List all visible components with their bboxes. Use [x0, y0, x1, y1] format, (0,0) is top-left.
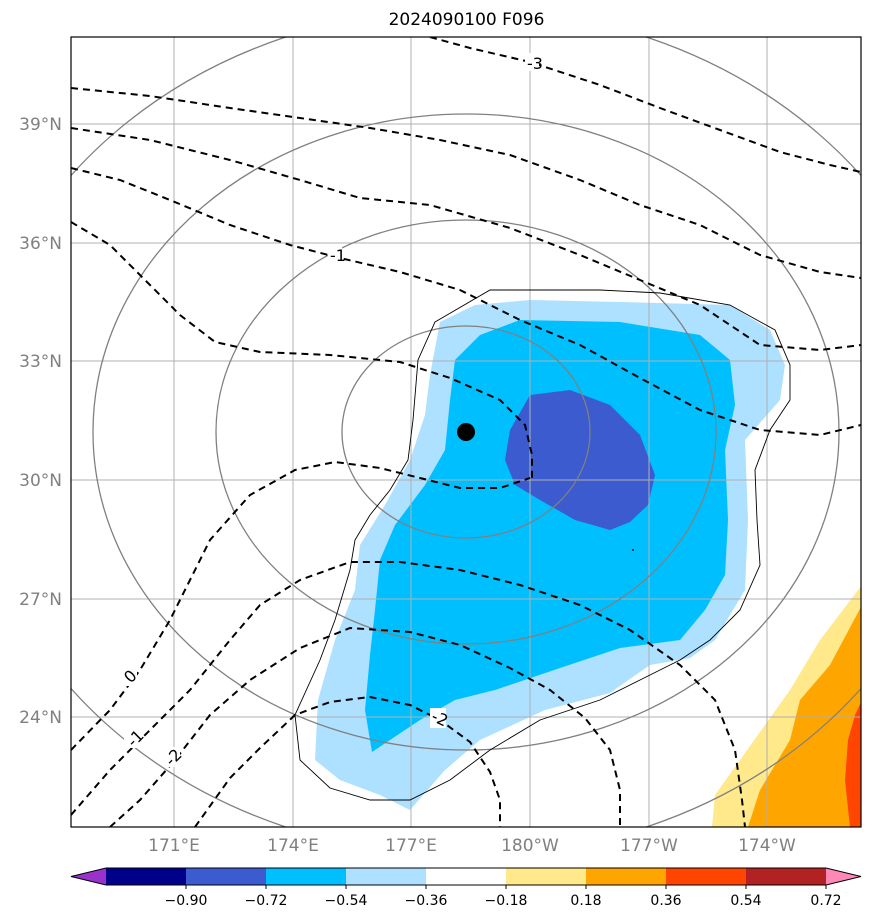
longitude-labels: 171°E 174°E 177°E 180°W 177°W 174°W — [148, 836, 796, 856]
colorbar-tick-label: −0.36 — [405, 893, 448, 909]
colorbar-segment — [106, 868, 187, 885]
lon-label: 180°W — [501, 836, 559, 856]
colorbar-segment — [346, 868, 427, 885]
colorbar-segment — [426, 868, 507, 885]
colorbar-extend-max — [826, 868, 861, 885]
map-title: 2024090100 F096 — [388, 10, 545, 30]
latitude-labels: 39°N 36°N 33°N 30°N 27°N 24°N — [19, 115, 62, 728]
lon-label: 177°W — [620, 836, 678, 856]
shading-orange-red — [845, 702, 861, 827]
lat-label: 30°N — [19, 471, 62, 491]
colorbar-tick-label: 0.72 — [810, 893, 841, 909]
contour-label: -3 — [527, 54, 543, 73]
colorbar-tick-label: −0.54 — [325, 893, 368, 909]
lat-label: 39°N — [19, 115, 62, 135]
range-rings — [71, 37, 861, 827]
contour-label: -1 — [330, 246, 346, 265]
graticule — [71, 37, 861, 827]
small-dot — [632, 549, 634, 551]
lon-label: 171°E — [148, 836, 200, 856]
storm-center-marker — [457, 423, 475, 441]
lat-label: 36°N — [19, 234, 62, 254]
colorbar-tick-label: 0.36 — [650, 893, 681, 909]
colorbar-tick-label: 0.54 — [730, 893, 761, 909]
colorbar-tick-label: −0.18 — [485, 893, 528, 909]
contour-label: -2 — [429, 706, 451, 730]
colorbar-tick-label: −0.90 — [165, 893, 208, 909]
colorbar: −0.90 −0.72 −0.54 −0.36 −0.18 0.18 0.36 0.54 0.7… — [70, 867, 862, 909]
lat-label: 27°N — [19, 590, 62, 610]
shading-royal-blue — [505, 390, 655, 530]
lon-label: 174°W — [738, 836, 796, 856]
colorbar-segment — [586, 868, 667, 885]
lon-label: 174°E — [267, 836, 319, 856]
map-plot-area: -3 -1 0 -1 -2 -2 — [71, 37, 861, 827]
colorbar-segment — [186, 868, 267, 885]
colorbar-extend-min — [71, 868, 106, 885]
dashed-contours — [71, 37, 861, 827]
lat-label: 33°N — [19, 352, 62, 372]
plot-frame — [70, 36, 862, 828]
colorbar-segment — [666, 868, 747, 885]
thin-contour — [294, 289, 791, 801]
colorbar-tick-label: 0.18 — [570, 893, 601, 909]
colorbar-outline — [70, 867, 862, 886]
lat-label: 24°N — [19, 708, 62, 728]
colorbar-tick-label: −0.72 — [245, 893, 288, 909]
lon-label: 177°E — [385, 836, 437, 856]
colorbar-segment — [506, 868, 587, 885]
colorbar-segment — [266, 868, 347, 885]
colorbar-segment — [746, 868, 827, 885]
